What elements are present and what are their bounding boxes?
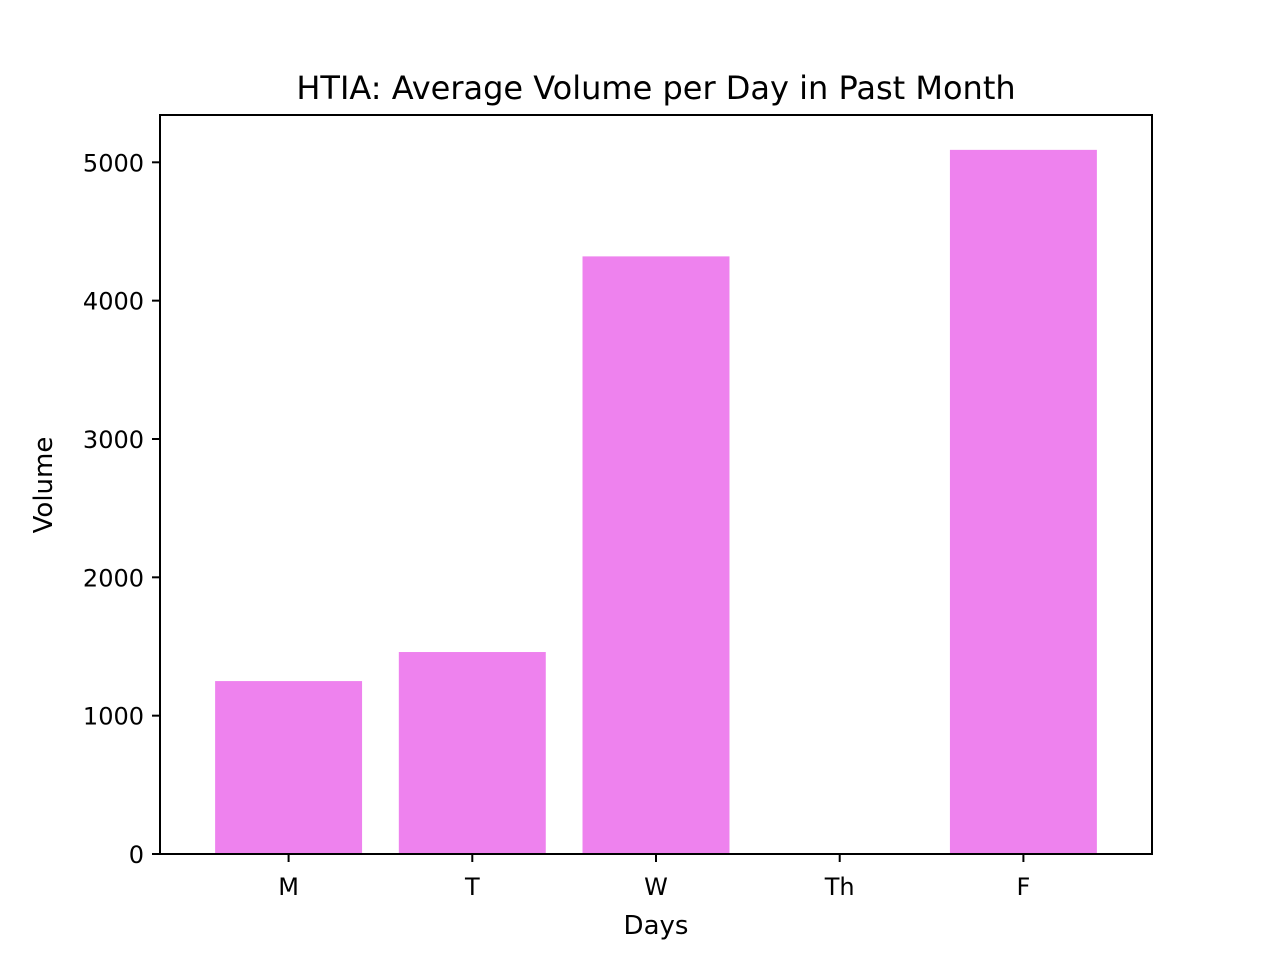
x-tick-label: T: [464, 873, 480, 901]
y-tick-label: 1000: [83, 703, 144, 731]
y-tick-label: 0: [129, 841, 144, 869]
x-tick-label: M: [278, 873, 299, 901]
bars-group: [215, 149, 1097, 855]
y-tick-label: 4000: [83, 288, 144, 316]
x-axis-ticks: M T W Th F: [278, 854, 1030, 901]
bar-t: [398, 652, 546, 854]
y-tick-label: 3000: [83, 426, 144, 454]
plot-frame: [159, 114, 1153, 855]
y-axis-ticks: 0 1000 2000 3000 4000 5000: [83, 149, 160, 869]
x-tick-label: F: [1017, 873, 1031, 901]
x-axis-label: Days: [624, 911, 689, 941]
bar-w: [582, 256, 730, 855]
y-axis-label: Volume: [29, 437, 59, 534]
bar-m: [215, 681, 363, 854]
x-tick-label: W: [644, 873, 668, 901]
bar-f: [949, 149, 1097, 855]
chart-title: HTIA: Average Volume per Day in Past Mon…: [296, 69, 1015, 107]
y-tick-label: 5000: [83, 149, 144, 177]
y-tick-label: 2000: [83, 564, 144, 592]
x-tick-label: Th: [824, 873, 855, 901]
